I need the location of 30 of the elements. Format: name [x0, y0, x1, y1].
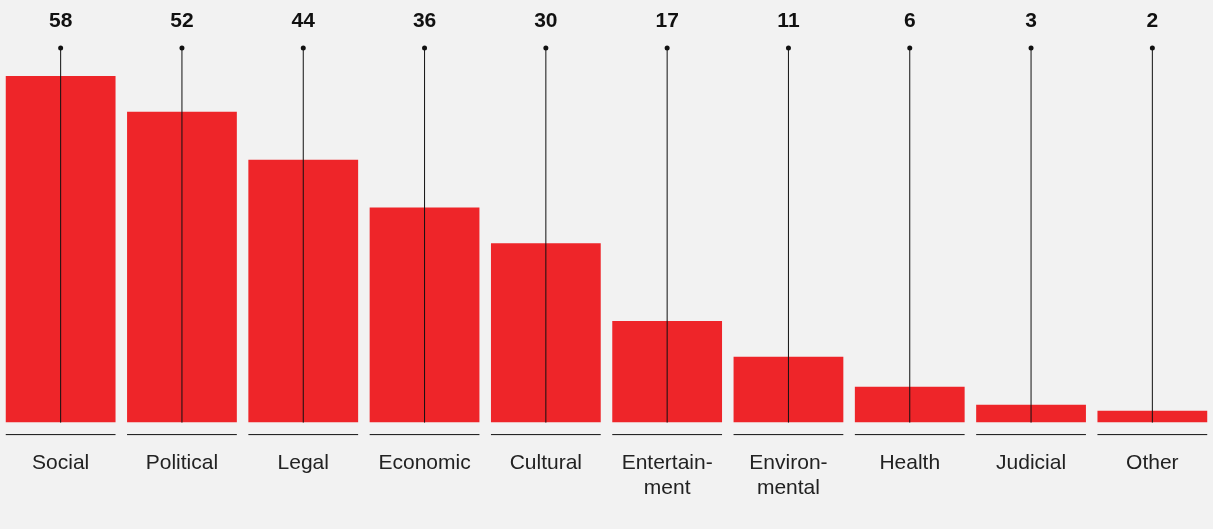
- bar: [854, 386, 965, 423]
- data-label: 30: [534, 7, 558, 31]
- bar: [490, 243, 601, 423]
- bar: [5, 76, 116, 423]
- data-label: 52: [170, 7, 194, 31]
- data-label: 36: [412, 7, 437, 31]
- bar: [612, 321, 723, 423]
- x-tick-label: Environ-mental: [749, 450, 828, 499]
- x-tick-label: Health: [879, 450, 941, 473]
- data-label: 6: [903, 7, 916, 31]
- x-tick-label: Cultural: [509, 450, 583, 473]
- data-label: 17: [655, 7, 679, 31]
- x-tick-label: Judicial: [996, 450, 1067, 473]
- data-label: 44: [291, 7, 316, 31]
- data-label: 11: [777, 7, 800, 31]
- x-tick-label: Legal: [277, 450, 329, 473]
- data-label: 2: [1146, 7, 1159, 31]
- x-tick-label: Political: [145, 450, 219, 473]
- bar: [1097, 410, 1208, 423]
- bar: [733, 356, 844, 423]
- bar: [127, 111, 237, 423]
- bar: [248, 159, 359, 423]
- x-tick-label: Other: [1126, 450, 1179, 473]
- x-tick-label: Entertain-ment: [621, 450, 713, 499]
- x-tick-label: Social: [32, 450, 90, 473]
- data-label: 3: [1025, 7, 1037, 31]
- data-label: 58: [48, 7, 73, 31]
- bar: [369, 207, 480, 423]
- bar: [976, 404, 1086, 423]
- x-tick-label: Economic: [378, 450, 471, 473]
